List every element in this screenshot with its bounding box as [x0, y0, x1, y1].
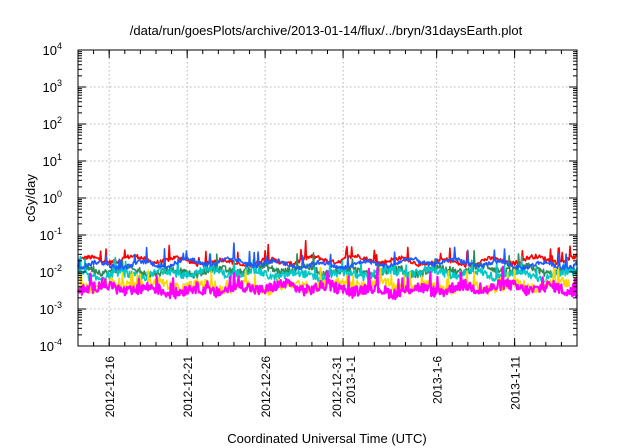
y-tick-label: 10-4 — [40, 337, 62, 354]
chart-title: /data/run/goesPlots/archive/2013-01-14/f… — [130, 23, 523, 38]
tick-marks — [77, 49, 578, 347]
x-tick-label: 2012-12-31 — [330, 356, 344, 418]
x-tick-label: 2012-12-16 — [103, 356, 117, 418]
x-tick-label: 2013-1-11 — [509, 356, 523, 410]
grid-lines — [78, 50, 577, 346]
y-tick-label: 104 — [43, 41, 62, 58]
y-axis-label: cGy/day — [23, 174, 38, 222]
y-tick-label: 103 — [43, 78, 62, 95]
x-tick-label: 2012-12-21 — [181, 356, 195, 418]
y-tick-label: 102 — [43, 115, 62, 132]
series-layer — [76, 239, 579, 301]
y-tick-label: 10-1 — [40, 226, 62, 243]
x-tick-label: 2013-1-6 — [431, 356, 445, 404]
series-line — [77, 242, 578, 271]
y-tick-labels: 10-4 10-3 10-2 10-1 100 101 102 103 104 — [40, 41, 62, 354]
y-tick-label: 10-2 — [40, 263, 62, 280]
y-tick-label: 101 — [43, 152, 62, 169]
x-axis-label: Coordinated Universal Time (UTC) — [227, 431, 426, 446]
x-tick-labels: 2012-12-16 2012-12-21 2012-12-26 2012-12-31… — [103, 356, 522, 418]
y-tick-label: 100 — [43, 189, 62, 206]
y-tick-label: 10-3 — [40, 300, 62, 317]
x-tick-label: 2012-12-26 — [259, 356, 273, 418]
series-line — [76, 265, 579, 301]
x-tick-label: 2013-1-1 — [344, 356, 358, 404]
